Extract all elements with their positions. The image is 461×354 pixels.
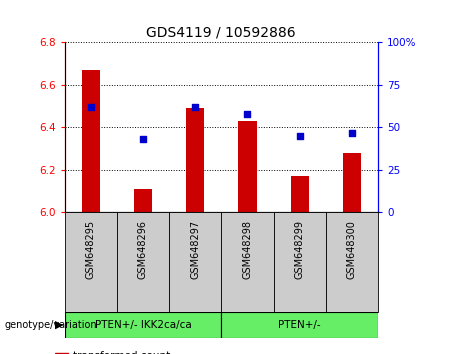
Text: GSM648298: GSM648298 [242,220,253,279]
Point [87,104,95,110]
Bar [326,212,378,312]
Bar [343,153,361,212]
Bar [186,108,204,212]
Text: genotype/variation: genotype/variation [5,320,97,330]
Text: PTEN+/-: PTEN+/- [278,320,321,330]
Bar [221,212,273,312]
Bar [238,121,256,212]
Text: GSM648297: GSM648297 [190,220,200,279]
Point [348,130,355,135]
Point [139,137,147,142]
Point [296,133,303,139]
Bar [273,212,326,312]
Bar [290,176,309,212]
Point [191,104,199,110]
Title: GDS4119 / 10592886: GDS4119 / 10592886 [147,26,296,40]
Text: GSM648296: GSM648296 [138,220,148,279]
Bar [55,353,68,354]
Bar [65,312,221,338]
Bar [65,212,117,312]
Bar [82,70,100,212]
Bar [134,189,152,212]
Text: GSM648295: GSM648295 [86,220,96,279]
Text: GSM648300: GSM648300 [347,220,357,279]
Text: ▶: ▶ [55,320,64,330]
Text: PTEN+/- IKK2ca/ca: PTEN+/- IKK2ca/ca [95,320,191,330]
Bar [221,312,378,338]
Point [244,111,251,117]
Bar [117,212,169,312]
Text: GSM648299: GSM648299 [295,220,305,279]
Text: transformed count: transformed count [73,352,170,354]
Bar [169,212,221,312]
